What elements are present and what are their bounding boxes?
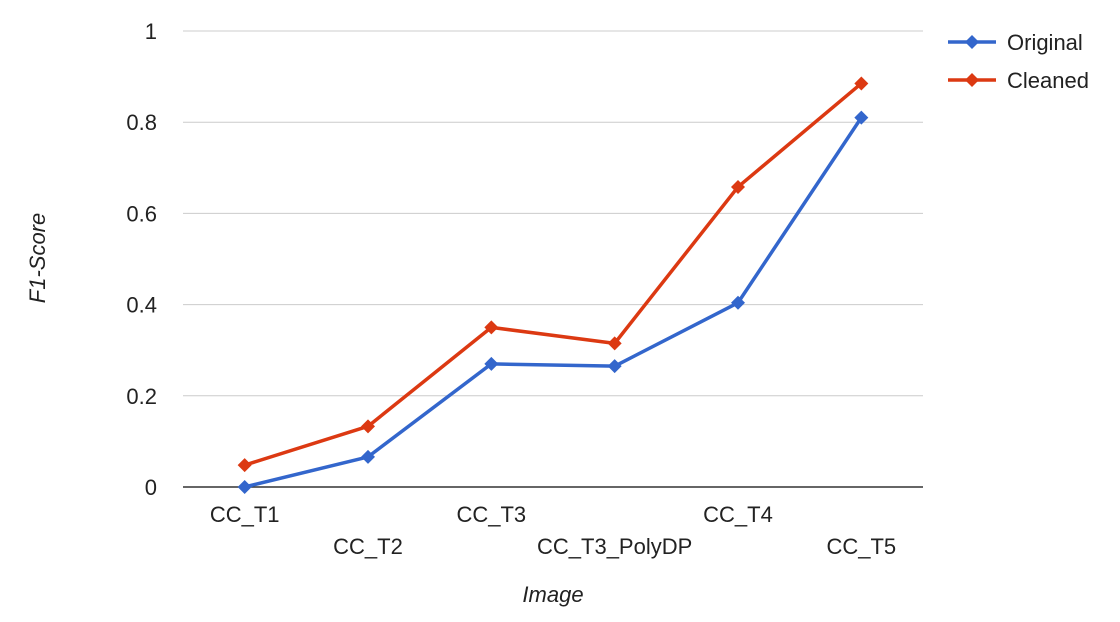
data-point: [361, 419, 375, 434]
y-axis-title: F1-Score: [25, 213, 50, 303]
data-point: [237, 458, 252, 473]
x-tick-label: CC_T5: [826, 534, 896, 559]
legend-marker: [965, 35, 979, 49]
series-cleaned: [237, 76, 869, 473]
legend: Original Cleaned: [948, 30, 1089, 93]
x-tick-label: CC_T4: [703, 502, 773, 527]
y-axis-ticks: 0 0.2 0.4 0.6 0.8 1: [126, 19, 157, 500]
data-point: [484, 356, 499, 371]
data-point: [854, 110, 869, 125]
y-tick-label: 1: [145, 19, 157, 44]
series-line: [244, 82, 863, 467]
series-original: [237, 110, 869, 494]
data-point: [237, 480, 252, 494]
x-axis-ticks: CC_T1 CC_T2 CC_T3 CC_T3_PolyDP CC_T4 CC_T5: [210, 502, 896, 559]
x-tick-label: CC_T2: [333, 534, 403, 559]
data-point: [731, 179, 745, 194]
legend-label: Original: [1007, 30, 1083, 55]
legend-marker: [965, 73, 979, 87]
x-tick-label: CC_T3: [456, 502, 526, 527]
gridlines: [183, 30, 923, 488]
x-tick-label: CC_T3_PolyDP: [537, 534, 692, 559]
data-point: [731, 295, 745, 310]
legend-label: Cleaned: [1007, 68, 1089, 93]
data-point: [854, 76, 869, 91]
y-tick-label: 0.2: [126, 384, 157, 409]
y-tick-label: 0.8: [126, 110, 157, 135]
y-tick-label: 0.6: [126, 201, 157, 226]
series-layer: [237, 76, 869, 494]
series-line: [244, 116, 863, 489]
x-tick-label: CC_T1: [210, 502, 280, 527]
data-point: [361, 449, 375, 464]
y-tick-label: 0: [145, 475, 157, 500]
y-tick-label: 0.4: [126, 293, 157, 318]
x-axis-title: Image: [522, 582, 583, 607]
data-point: [607, 336, 622, 351]
data-point: [484, 320, 499, 335]
data-point: [607, 359, 622, 374]
